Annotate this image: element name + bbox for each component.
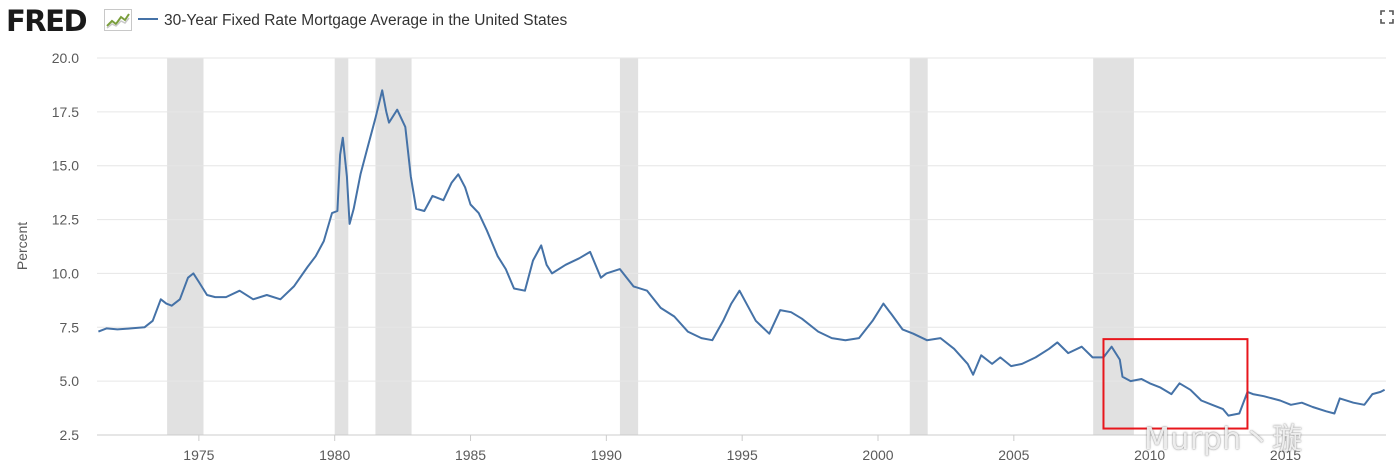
y-tick-label: 10.0 xyxy=(52,265,79,281)
fred-logo-graph-icon xyxy=(104,9,132,31)
gridlines xyxy=(97,57,1386,382)
legend-line-swatch xyxy=(138,17,158,20)
x-tick-label: 1985 xyxy=(455,447,486,463)
highlight-annotations xyxy=(1102,338,1249,430)
x-tick-label: 2015 xyxy=(1270,447,1301,463)
series-lines xyxy=(98,89,1386,417)
x-tick-label: 2010 xyxy=(1134,447,1165,463)
x-tick-label: 2005 xyxy=(998,447,1029,463)
y-axis-label: Percent xyxy=(14,222,30,270)
recession-bands xyxy=(167,58,1134,435)
chart-legend[interactable]: 30-Year Fixed Rate Mortgage Average in t… xyxy=(138,11,567,31)
y-tick-label: 20.0 xyxy=(52,50,79,66)
recession-band xyxy=(334,58,349,435)
x-tick-label: 2000 xyxy=(862,447,893,463)
x-tick-label: 1990 xyxy=(591,447,622,463)
y-tick-label: 5.0 xyxy=(60,373,80,389)
y-tick-label: 12.5 xyxy=(52,212,79,228)
recession-band xyxy=(909,58,928,435)
x-tick-label: 1975 xyxy=(183,447,214,463)
recession-band xyxy=(1093,58,1134,435)
y-tick-label: 15.0 xyxy=(52,158,79,174)
legend-label: 30-Year Fixed Rate Mortgage Average in t… xyxy=(164,12,568,29)
recession-band xyxy=(375,58,412,435)
axes: 2.5 5.0 7.5 10.0 12.5 15.0 17.5 20.0 1975 1980 198… xyxy=(52,50,1386,463)
chart-header: FRED 30-Year Fixed Rate Mortgage Average… xyxy=(0,0,1400,44)
y-tick-label: 2.5 xyxy=(60,427,80,443)
y-tick-label: 7.5 xyxy=(60,319,80,335)
watermark: Murph丶璇 xyxy=(1144,422,1303,457)
x-tick-label: 1995 xyxy=(727,447,758,463)
recession-band xyxy=(619,58,639,435)
series-line[interactable] xyxy=(98,89,1386,417)
x-tick-label: 1980 xyxy=(319,447,350,463)
highlight-box xyxy=(1102,338,1249,430)
expand-icon[interactable] xyxy=(1380,10,1394,24)
fred-logo[interactable]: FRED xyxy=(6,4,88,38)
recession-band xyxy=(167,58,204,435)
y-tick-label: 17.5 xyxy=(52,104,79,120)
